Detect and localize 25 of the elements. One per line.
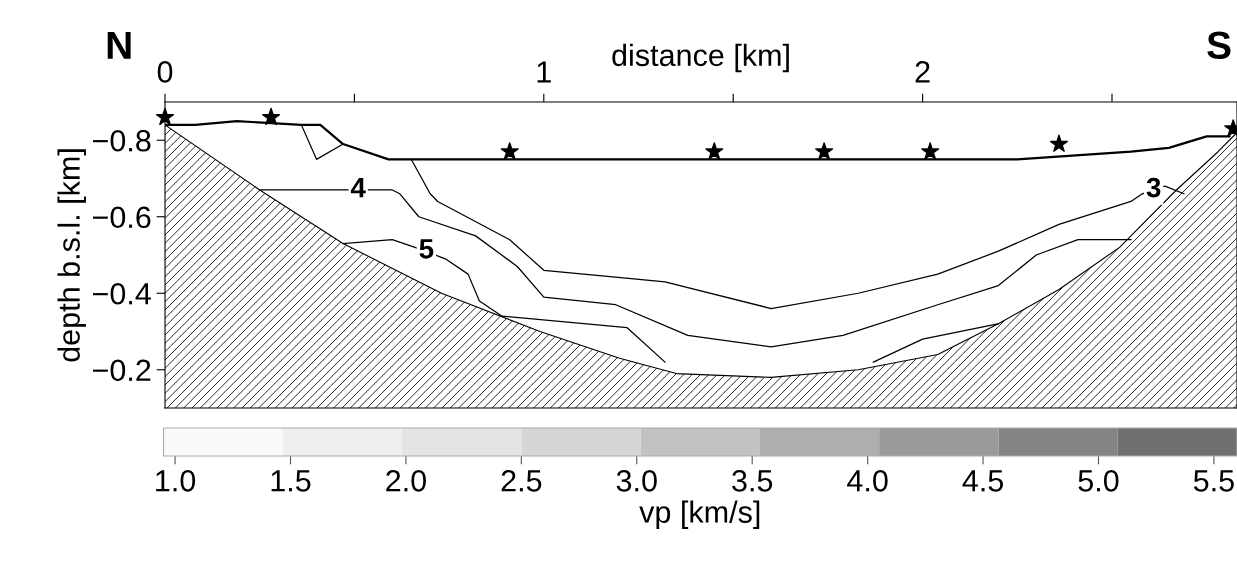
color-bar-label: 2.0 <box>386 470 426 492</box>
y-axis-title: depth b.s.l. [km] <box>57 149 86 362</box>
y-tick-label: −0.8 <box>93 129 151 152</box>
y-tick-label: −0.4 <box>93 282 151 305</box>
x-axis-title: distance [km] <box>612 43 789 73</box>
x-tick-label: 2 <box>915 61 930 83</box>
color-bar-label: 4.0 <box>847 470 888 492</box>
annotation: 4 <box>350 178 366 198</box>
y-tick-label: −0.6 <box>93 206 151 229</box>
y-tick-label: −0.2 <box>93 359 151 382</box>
text: S <box>1207 31 1231 60</box>
color-bar-title: vp [km/s] <box>639 500 760 529</box>
color-bar-label: 2.5 <box>501 470 542 492</box>
color-bar-label: 1.5 <box>271 470 311 492</box>
x-tick-label: 0 <box>157 61 173 83</box>
color-bar-label: 1.0 <box>156 470 196 492</box>
color-bar-label: 3.5 <box>732 470 773 492</box>
annotation: 5 <box>419 239 434 259</box>
annotation: 3 <box>1146 177 1161 198</box>
color-bar-label: 4.5 <box>962 470 1004 492</box>
color-bar-label: 5.5 <box>1193 470 1234 492</box>
color-bar-label: 5.0 <box>1078 470 1119 492</box>
text: N <box>107 31 131 59</box>
x-tick-label: 1 <box>537 61 551 83</box>
color-bar-label: 3.0 <box>616 470 657 492</box>
